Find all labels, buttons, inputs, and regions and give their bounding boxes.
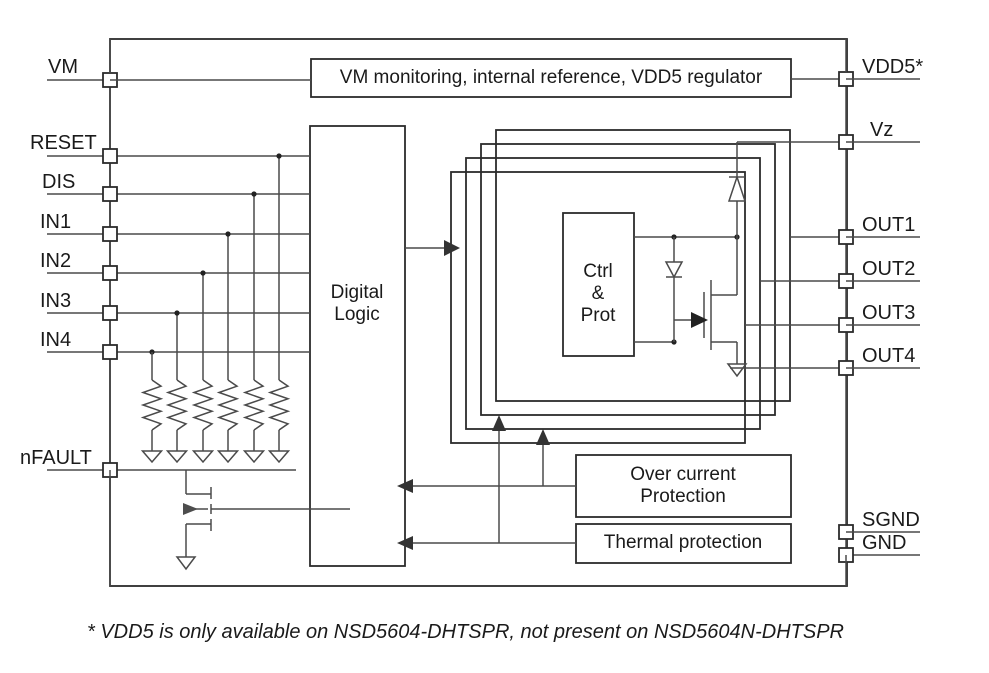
svg-text:OUT4: OUT4 [862, 345, 915, 367]
svg-text:SGND: SGND [862, 509, 920, 531]
svg-text:&: & [592, 283, 605, 304]
svg-text:DIS: DIS [42, 171, 75, 193]
svg-text:IN1: IN1 [40, 211, 71, 233]
svg-text:Protection: Protection [640, 486, 726, 507]
svg-text:OUT2: OUT2 [862, 258, 915, 280]
svg-text:Digital: Digital [331, 282, 384, 303]
svg-text:* VDD5 is only available on NS: * VDD5 is only available on NSD5604-DHTS… [87, 621, 844, 643]
svg-text:Prot: Prot [581, 305, 617, 326]
svg-text:VDD5*: VDD5* [862, 56, 923, 78]
svg-text:GND: GND [862, 532, 906, 554]
svg-text:RESET: RESET [30, 132, 97, 154]
svg-text:Over current: Over current [630, 464, 736, 485]
svg-text:VM: VM [48, 56, 78, 78]
svg-text:Vz: Vz [870, 119, 893, 141]
svg-text:OUT1: OUT1 [862, 214, 915, 236]
svg-text:IN3: IN3 [40, 290, 71, 312]
svg-text:OUT3: OUT3 [862, 302, 915, 324]
svg-text:nFAULT: nFAULT [20, 447, 92, 469]
svg-text:IN2: IN2 [40, 250, 71, 272]
svg-text:Ctrl: Ctrl [583, 261, 613, 282]
svg-text:IN4: IN4 [40, 329, 71, 351]
svg-text:VM monitoring, internal refere: VM monitoring, internal reference, VDD5 … [340, 67, 763, 88]
svg-text:Thermal protection: Thermal protection [604, 532, 762, 553]
svg-text:Logic: Logic [334, 304, 379, 325]
